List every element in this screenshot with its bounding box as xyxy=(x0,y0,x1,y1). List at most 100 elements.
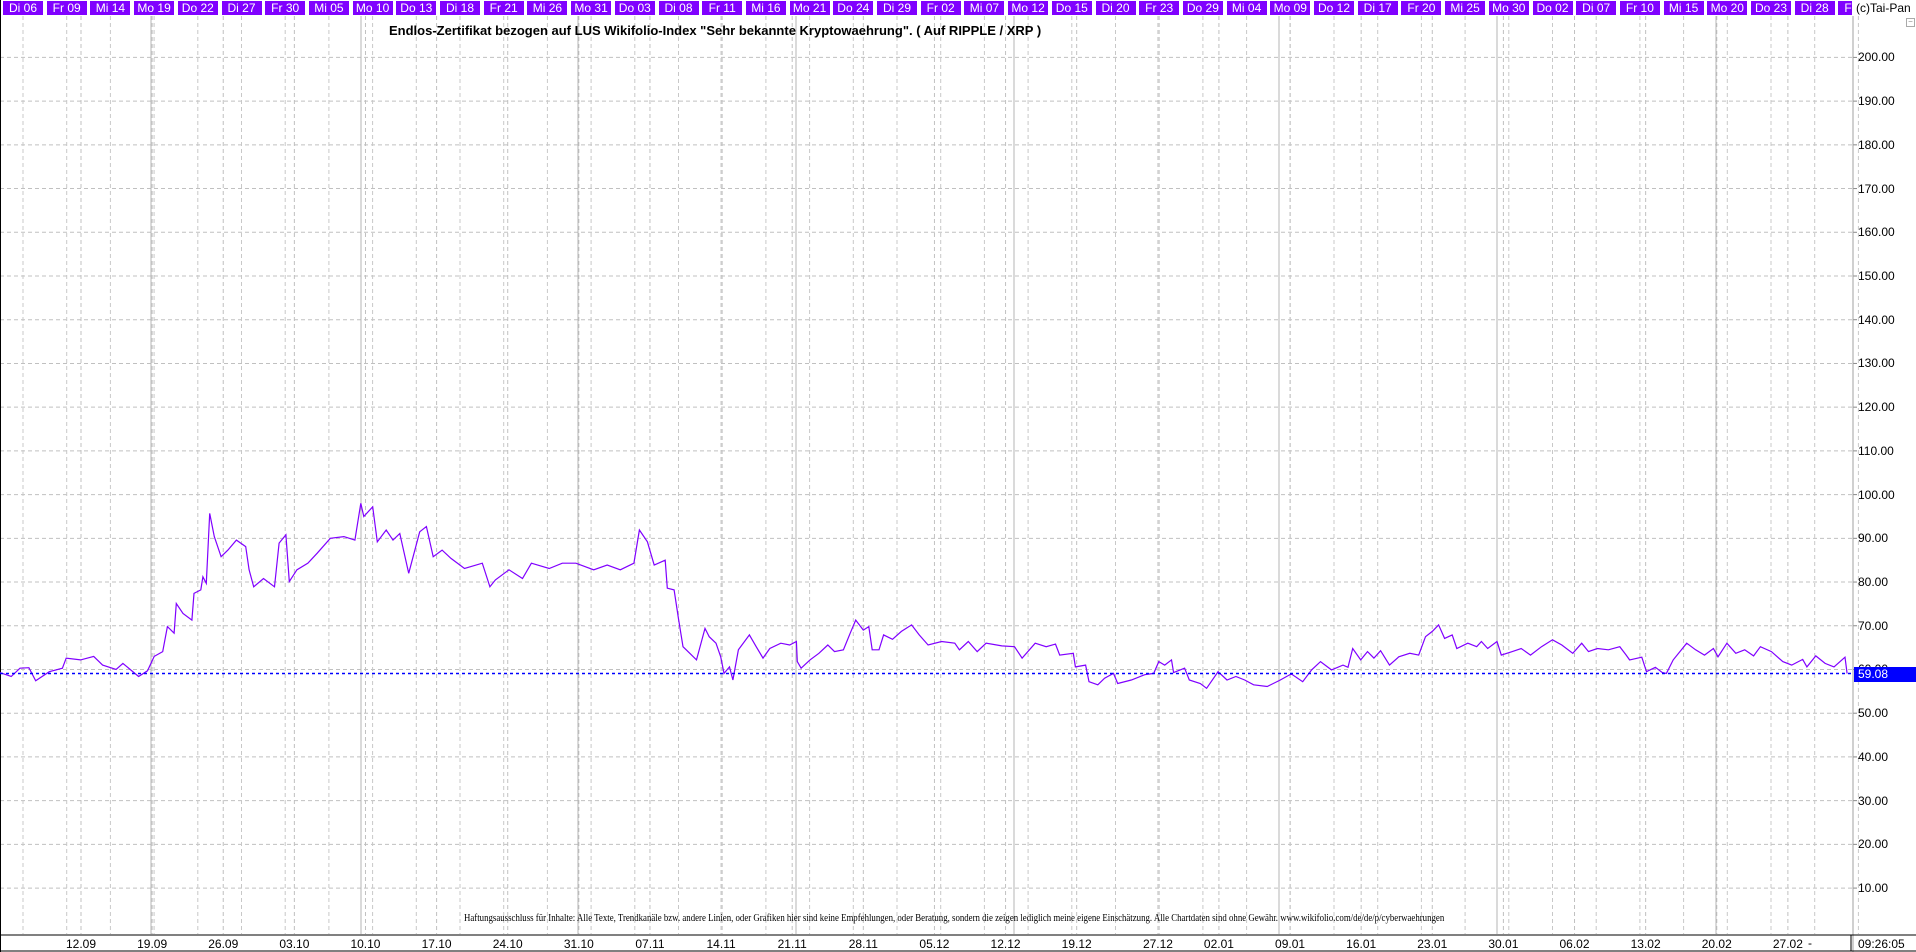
series-line xyxy=(0,503,1848,690)
day-label: Mi 04 xyxy=(1226,1,1267,15)
y-tick-label: 80.00 xyxy=(1858,575,1889,590)
day-label: Do 13 xyxy=(396,1,437,15)
day-label: Do 23 xyxy=(1751,1,1791,15)
x-tick-label: 20.02 xyxy=(1701,937,1732,951)
day-label: Mo 19 xyxy=(134,1,175,15)
x-tick-label: 17.10 xyxy=(421,937,452,951)
x-tick-label: 14.11 xyxy=(706,937,736,951)
y-tick-label: 30.00 xyxy=(1858,793,1889,808)
x-tick-label: 28.11 xyxy=(848,937,878,951)
day-label: Fr 30 xyxy=(265,1,306,15)
copyright: (c)Tai-Pan xyxy=(1856,1,1911,15)
x-tick-label: 30.01 xyxy=(1488,937,1519,951)
x-tick-label: 19.09 xyxy=(137,937,168,951)
x-tick-label: 27.02 xyxy=(1772,937,1803,951)
day-label: Do 22 xyxy=(177,1,218,15)
day-label: Di 17 xyxy=(1357,1,1398,15)
x-tick-label: 13.02 xyxy=(1630,937,1661,951)
chart-title: Endlos-Zertifikat bezogen auf LUS Wikifo… xyxy=(389,23,1042,38)
y-tick-label: 180.00 xyxy=(1858,137,1895,152)
day-label: Fr 02 xyxy=(920,1,961,15)
x-tick-label: 02.01 xyxy=(1203,937,1234,951)
y-tick-label: 170.00 xyxy=(1858,181,1895,196)
day-label: Fr 09 xyxy=(46,1,87,15)
minimize-button[interactable]: − xyxy=(1906,18,1915,27)
day-label: Fr 20 xyxy=(1401,1,1442,15)
y-tick-label: 70.00 xyxy=(1858,618,1889,633)
y-tick-label: 200.00 xyxy=(1858,50,1895,65)
day-label: Fr 11 xyxy=(702,1,743,15)
y-tick-label: 150.00 xyxy=(1858,269,1895,283)
day-label: Mi 05 xyxy=(308,1,349,15)
day-label: Mo 21 xyxy=(789,1,830,15)
x-tick-label: 12.12 xyxy=(990,937,1021,951)
y-tick-label: 40.00 xyxy=(1858,749,1889,764)
bottom-dash: - xyxy=(1808,936,1812,950)
day-label: Fr 21 xyxy=(483,1,524,15)
y-tick-label: 120.00 xyxy=(1858,400,1895,415)
y-tick-label: 10.00 xyxy=(1858,881,1889,896)
day-label: Mo 12 xyxy=(1008,1,1049,15)
day-label: Mi 26 xyxy=(527,1,568,15)
day-label: Do 03 xyxy=(614,1,655,15)
y-tick-label: 90.00 xyxy=(1858,531,1889,546)
y-tick-label: 190.00 xyxy=(1858,94,1895,109)
day-label: Mo 10 xyxy=(352,1,393,15)
y-tick-label: 140.00 xyxy=(1858,312,1895,327)
day-label: Di 28 xyxy=(1794,1,1835,15)
day-label: Di 29 xyxy=(877,1,917,15)
day-label: Mi 14 xyxy=(90,1,131,15)
day-label: Fr 23 xyxy=(1139,1,1180,15)
x-tick-label: 24.10 xyxy=(492,937,523,951)
day-label: Mo 20 xyxy=(1707,1,1748,15)
x-tick-label: 07.11 xyxy=(635,937,665,951)
day-label: Do 24 xyxy=(833,1,874,15)
x-tick-label: 05.12 xyxy=(919,937,950,951)
last-price-badge: 59.08 xyxy=(1854,666,1916,682)
y-tick-label: 100.00 xyxy=(1858,487,1895,502)
day-label: Mo 09 xyxy=(1270,1,1311,15)
x-tick-label: 23.01 xyxy=(1417,937,1448,951)
day-label: Mi 15 xyxy=(1663,1,1704,15)
day-label: Di 20 xyxy=(1095,1,1136,15)
day-label-bar: Di 06 Fr 09 Mi 14 Mo 19 Do 22 Di 27 Fr 30 Mi 05… xyxy=(0,0,1852,16)
day-label: Di 06 xyxy=(3,1,43,15)
y-tick-label: 20.00 xyxy=(1858,837,1889,852)
day-label: Di 27 xyxy=(221,1,262,15)
x-tick-label: 19.12 xyxy=(1061,937,1092,951)
y-tick-label: 110.00 xyxy=(1858,443,1894,458)
y-tick-label: 50.00 xyxy=(1858,706,1889,721)
x-tick-label: 09.01 xyxy=(1275,937,1306,951)
grid xyxy=(0,16,1859,934)
day-label: Do 12 xyxy=(1314,1,1354,15)
x-tick-label: 03.10 xyxy=(279,937,310,951)
day-label: Do 29 xyxy=(1182,1,1223,15)
x-tick-label: 21.11 xyxy=(777,937,807,951)
day-label: Mi 07 xyxy=(964,1,1005,15)
x-tick-label: 26.09 xyxy=(208,937,239,951)
day-label: Do 15 xyxy=(1051,1,1092,15)
day-label: Do 02 xyxy=(1532,1,1573,15)
x-tick-label: 12.09 xyxy=(65,937,97,951)
day-label: Fr 10 xyxy=(1619,1,1660,15)
day-label: Di 07 xyxy=(1576,1,1617,15)
day-label: Mi 25 xyxy=(1445,1,1486,15)
x-tick-label: 10.10 xyxy=(350,937,381,951)
day-label: Di 18 xyxy=(440,1,480,15)
x-tick-label: 06.02 xyxy=(1559,937,1590,951)
day-label: Mo 31 xyxy=(571,1,612,15)
day-label: Fr 03 xyxy=(1838,1,1852,15)
x-tick-label: 16.01 xyxy=(1346,937,1377,951)
x-tick-label: 27.12 xyxy=(1142,937,1173,951)
day-label: Mo 30 xyxy=(1488,1,1529,15)
day-label: Mi 16 xyxy=(745,1,786,15)
y-tick-label: 130.00 xyxy=(1858,356,1895,371)
x-tick-label: 31.10 xyxy=(563,937,594,951)
y-tick-label: 160.00 xyxy=(1858,225,1895,240)
timestamp: 09:26:05 xyxy=(1858,937,1905,951)
disclaimer: Haftungsausschluss für Inhalte: Alle Tex… xyxy=(464,913,1445,924)
day-label: Di 08 xyxy=(658,1,699,15)
